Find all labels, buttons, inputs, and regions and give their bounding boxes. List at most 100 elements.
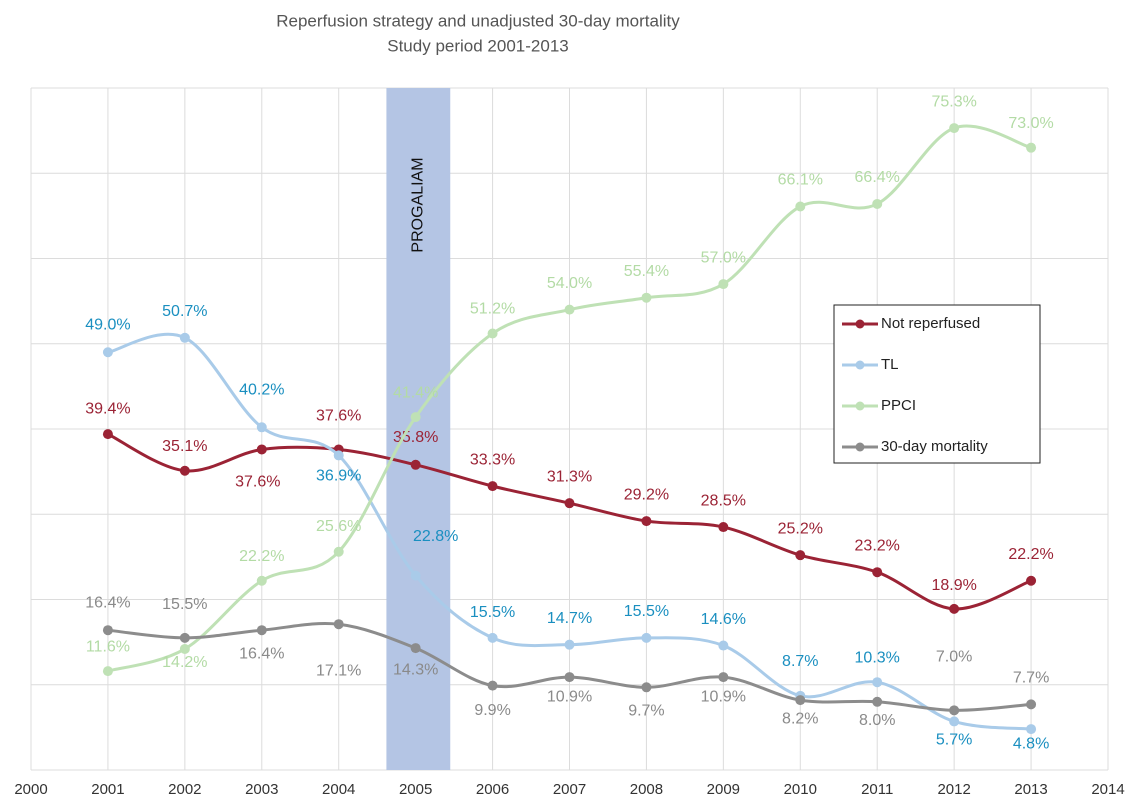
value-label: 49.0%	[85, 316, 130, 333]
value-label: 40.2%	[239, 382, 284, 399]
legend-marker	[855, 319, 865, 329]
data-point	[641, 682, 652, 693]
value-label: 5.7%	[936, 732, 972, 749]
data-point	[410, 570, 421, 581]
value-label: 10.9%	[547, 688, 592, 705]
data-point	[102, 625, 113, 636]
x-tick-label: 2004	[322, 781, 355, 798]
x-tick-label: 2002	[168, 781, 201, 798]
value-label: 23.2%	[855, 537, 900, 554]
x-tick-label: 2000	[14, 781, 47, 798]
data-point	[718, 522, 729, 533]
data-point	[256, 444, 267, 455]
value-label: 37.6%	[316, 408, 361, 425]
value-label: 8.0%	[859, 712, 895, 729]
value-label: 8.2%	[782, 710, 818, 727]
value-label: 14.7%	[547, 610, 592, 627]
legend-marker	[855, 360, 865, 370]
x-tick-label: 2003	[245, 781, 278, 798]
data-point	[1026, 575, 1037, 586]
annotation-band	[386, 88, 451, 770]
data-point	[564, 672, 575, 683]
legend-box	[833, 304, 1041, 464]
value-label: 33.3%	[470, 451, 515, 468]
chart-title: Reperfusion strategy and unadjusted 30-d…	[276, 11, 680, 30]
data-point	[872, 198, 883, 209]
x-tick-label: 2008	[630, 781, 663, 798]
value-label: 14.3%	[393, 661, 438, 678]
data-point	[487, 481, 498, 492]
data-point	[795, 201, 806, 212]
legend-label: Not reperfused	[881, 315, 980, 332]
data-point	[718, 640, 729, 651]
data-point	[179, 332, 190, 343]
value-label: 15.5%	[624, 603, 669, 620]
data-point	[872, 677, 883, 688]
data-point	[256, 625, 267, 636]
data-point	[949, 705, 960, 716]
value-label: 35.1%	[162, 438, 207, 455]
data-point	[641, 632, 652, 643]
data-point	[949, 716, 960, 727]
x-tick-label: 2005	[399, 781, 432, 798]
data-point	[487, 328, 498, 339]
value-label: 14.2%	[162, 654, 207, 671]
data-point	[179, 643, 190, 654]
value-label: 39.4%	[85, 400, 130, 417]
value-label: 66.4%	[855, 169, 900, 186]
data-point	[487, 632, 498, 643]
chart-subtitle: Study period 2001-2013	[387, 36, 568, 55]
value-label: 50.7%	[162, 303, 207, 320]
data-point	[1026, 699, 1037, 710]
value-label: 29.2%	[624, 486, 669, 503]
data-point	[949, 603, 960, 614]
value-label: 7.0%	[936, 649, 972, 666]
legend-marker	[855, 442, 865, 452]
value-label: 16.4%	[239, 645, 284, 662]
data-point	[564, 304, 575, 315]
value-label: 75.3%	[931, 93, 976, 110]
data-point	[410, 459, 421, 470]
value-label: 51.2%	[470, 301, 515, 318]
data-point	[718, 672, 729, 683]
legend-label: PPCI	[881, 397, 916, 414]
data-point	[872, 567, 883, 578]
value-label: 10.9%	[701, 688, 746, 705]
data-point	[795, 695, 806, 706]
value-label: 18.9%	[931, 577, 976, 594]
legend-label: TL	[881, 356, 899, 373]
value-label: 22.2%	[239, 548, 284, 565]
data-point	[256, 575, 267, 586]
data-point	[410, 643, 421, 654]
value-label: 36.9%	[316, 468, 361, 485]
data-point	[410, 412, 421, 423]
value-label: 15.5%	[162, 596, 207, 613]
data-point	[102, 666, 113, 677]
x-tick-label: 2014	[1091, 781, 1124, 798]
data-point	[333, 450, 344, 461]
value-label: 22.2%	[1008, 546, 1053, 563]
legend-marker	[855, 401, 865, 411]
value-label: 55.4%	[624, 263, 669, 280]
data-point	[795, 550, 806, 561]
annotation-label: PROGALIAM	[410, 157, 427, 252]
x-tick-label: 2013	[1014, 781, 1047, 798]
data-point	[487, 680, 498, 691]
data-point	[564, 498, 575, 509]
value-label: 17.1%	[316, 662, 361, 679]
value-label: 15.5%	[470, 604, 515, 621]
data-point	[179, 465, 190, 476]
data-point	[102, 347, 113, 358]
data-point	[949, 123, 960, 134]
data-point	[256, 422, 267, 433]
data-point	[102, 429, 113, 440]
data-point	[641, 292, 652, 303]
x-tick-label: 2011	[861, 781, 893, 798]
value-label: 8.7%	[782, 653, 818, 670]
value-label: 73.0%	[1008, 115, 1053, 132]
data-point	[179, 632, 190, 643]
value-label: 25.2%	[778, 520, 823, 537]
value-label: 28.5%	[701, 492, 746, 509]
data-point	[333, 619, 344, 630]
